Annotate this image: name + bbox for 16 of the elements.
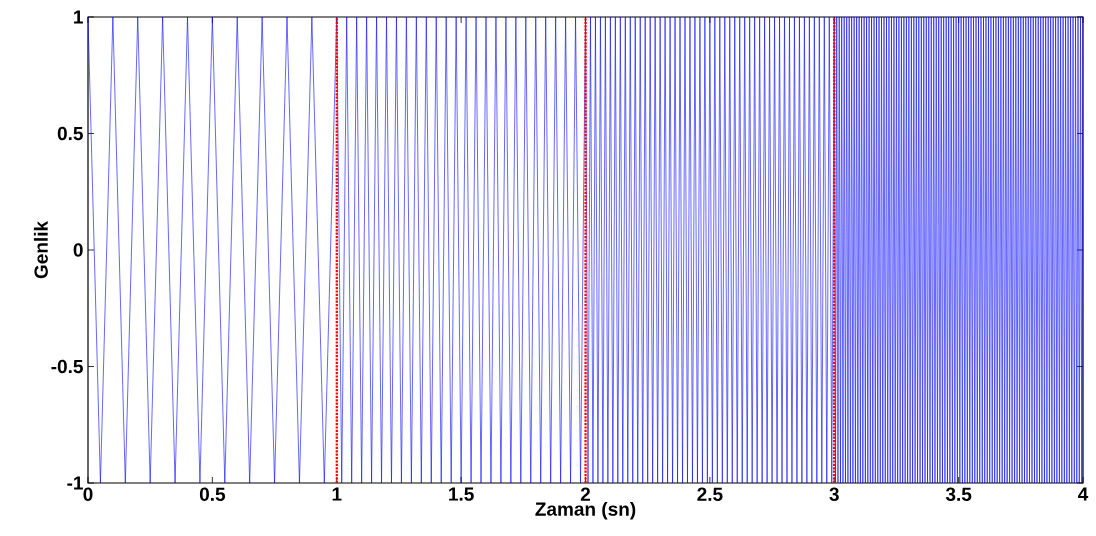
y-axis-title: Genlik <box>33 220 48 279</box>
x-tick-label: 2.5 <box>697 487 723 501</box>
x-tick-label: 2 <box>580 487 591 501</box>
x-tick-label: 3 <box>829 487 839 502</box>
y-tick-label: 0.5 <box>57 126 83 141</box>
y-tick-label: 0 <box>73 243 83 257</box>
y-tick-label: -1 <box>67 476 83 490</box>
x-axis-title: Zaman (sn) <box>535 501 636 520</box>
x-tick-label: 1.5 <box>449 487 474 501</box>
y-tick-label: -0.5 <box>51 359 83 374</box>
x-tick-label: 0 <box>83 487 93 501</box>
x-tick-label: 4 <box>1078 487 1089 501</box>
y-tick-label: 1 <box>74 10 83 24</box>
x-tick-label: 3.5 <box>945 487 972 502</box>
x-tick-label: 1 <box>332 487 342 501</box>
x-tick-label: 0.5 <box>199 487 226 501</box>
